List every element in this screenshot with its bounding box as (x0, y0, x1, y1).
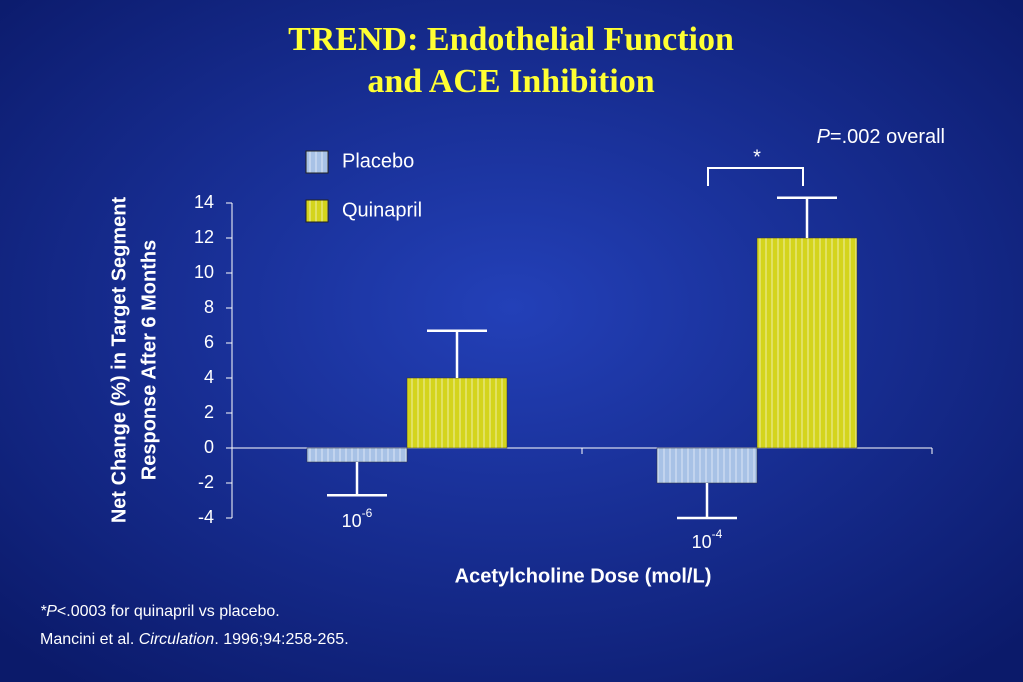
title-line: TREND: Endothelial Function (288, 21, 734, 58)
bar (656, 447, 758, 484)
annotation: P=.002 overall (817, 126, 945, 148)
footnote-text: <.0003 for quinapril vs placebo. (57, 603, 280, 620)
x-tick-label-base: 10 (692, 532, 712, 552)
annotation-text: =.002 overall (830, 126, 945, 148)
x-tick-label: 10-4 (692, 527, 723, 552)
footnote-text: Mancini et al. (40, 631, 139, 648)
legend-label: Quinapril (342, 199, 422, 221)
footnote-text: . 1996;94:258-265. (214, 631, 348, 648)
footnote: *P<.0003 for quinapril vs placebo. (40, 603, 280, 620)
y-tick-label: 6 (204, 332, 214, 352)
legend-swatch (305, 199, 329, 223)
legend-label: Placebo (342, 150, 414, 172)
y-axis-title: Net Change (%) in Target Segment Respons… (108, 196, 160, 523)
y-axis-title-line: Net Change (%) in Target Segment (108, 196, 130, 523)
y-tick-label: 8 (204, 297, 214, 317)
y-tick-label: -2 (198, 472, 214, 492)
error-bar (677, 483, 737, 520)
legend-swatch (305, 150, 329, 174)
x-tick-label-exponent: -6 (362, 506, 373, 520)
bar (306, 447, 408, 463)
y-tick-label: 10 (194, 262, 214, 282)
y-tick-label: 0 (204, 437, 214, 457)
footnote-italic: *P (40, 603, 57, 620)
error-bar (777, 196, 837, 238)
y-tick-label: 14 (194, 192, 214, 212)
error-bar (327, 462, 387, 497)
bar (756, 237, 858, 449)
x-axis-title: Acetylcholine Dose (mol/L) (455, 565, 712, 587)
footnote-italic: Circulation (139, 631, 215, 648)
y-tick-label: 4 (204, 367, 214, 387)
y-tick-label: -4 (198, 507, 214, 527)
x-tick-label: 10-6 (342, 506, 373, 531)
significance-bracket (707, 167, 804, 186)
y-tick-label: 2 (204, 402, 214, 422)
footnote: Mancini et al. Circulation. 1996;94:258-… (40, 631, 349, 648)
bar (406, 377, 508, 449)
title-line: and ACE Inhibition (367, 63, 654, 100)
x-tick-label-base: 10 (342, 511, 362, 531)
error-bar (427, 329, 487, 378)
x-tick-label-exponent: -4 (712, 527, 723, 541)
significance-star: * (753, 146, 761, 168)
y-axis-title-line: Response After 6 Months (138, 240, 160, 480)
annotation-italic: P (817, 126, 831, 148)
y-tick-label: 12 (194, 227, 214, 247)
